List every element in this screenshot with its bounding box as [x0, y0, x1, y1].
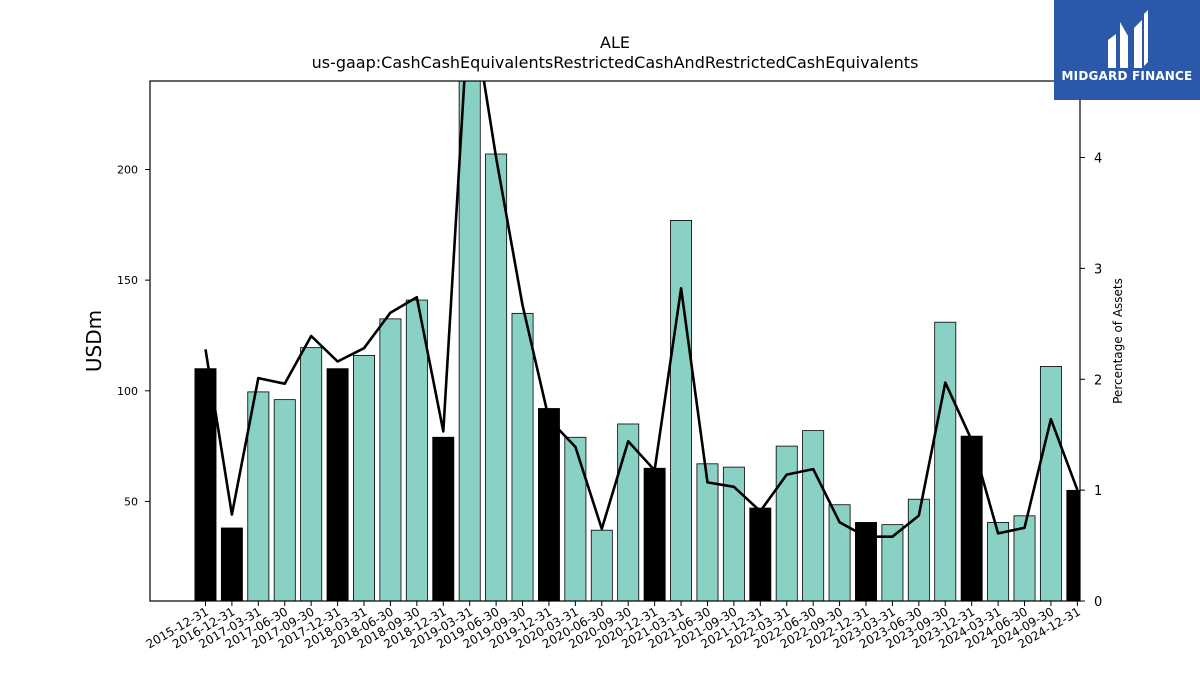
bar-2024-03-31 [987, 522, 1010, 601]
bar-2023-06-30 [907, 498, 930, 601]
bar-2022-09-30 [828, 504, 851, 601]
y-tick-label-100: 100 [117, 385, 138, 398]
bar-2020-06-30 [590, 529, 613, 601]
bar-2019-09-30 [511, 312, 534, 601]
bar-2023-09-30 [934, 321, 957, 601]
y2-tick-label-0: 0 [1094, 595, 1102, 610]
y2-tick-label-1: 1 [1094, 484, 1102, 499]
midgard-logo-icon [1108, 10, 1148, 68]
bar-2023-12-31 [960, 435, 983, 601]
brand-logo: MIDGARD FINANCE [1054, 0, 1200, 100]
y-tick-label-200: 200 [117, 164, 138, 177]
bar-2017-09-30 [300, 347, 323, 601]
bar-2020-12-31 [643, 467, 666, 601]
bar-2021-12-31 [749, 507, 772, 601]
plot-area [194, 81, 1080, 601]
y-tick-label-50: 50 [124, 495, 138, 508]
bar-2016-12-31 [220, 527, 243, 601]
bar-2019-12-31 [537, 408, 560, 601]
bar-2018-09-30 [405, 299, 428, 601]
bar-2015-12-31 [194, 368, 217, 601]
bar-2022-03-31 [775, 445, 798, 601]
bar-2022-06-30 [802, 430, 825, 601]
bar-2017-03-31 [247, 391, 270, 601]
bar-2018-06-30 [379, 318, 402, 601]
bar-2018-12-31 [432, 436, 455, 601]
y2-tick-label-2: 2 [1094, 373, 1102, 388]
bar-2020-09-30 [617, 423, 640, 601]
bar-2017-12-31 [326, 368, 349, 601]
y-axis-label: USDm [82, 310, 106, 372]
y2-tick-label-4: 4 [1094, 152, 1102, 167]
brand-logo-text: MIDGARD FINANCE [1061, 69, 1193, 83]
bar-2022-12-31 [855, 522, 877, 601]
bar-2024-06-30 [1013, 515, 1036, 601]
plot-frame [149, 80, 1081, 602]
y-tick-label-150: 150 [117, 274, 138, 287]
bar-2020-03-31 [564, 436, 587, 601]
chart-subtitle: us-gaap:CashCashEquivalentsRestrictedCas… [312, 53, 919, 72]
y2-axis-label: Percentage of Assets [1111, 278, 1125, 404]
bar-2021-03-31 [670, 220, 693, 601]
y2-tick-label-3: 3 [1094, 262, 1102, 277]
bar-2021-09-30 [722, 466, 745, 601]
bar-2019-06-30 [485, 153, 508, 601]
percentage-line [204, 81, 1079, 539]
bar-2017-06-30 [273, 399, 296, 601]
bar-2024-12-31 [1066, 489, 1080, 601]
bar-2018-03-31 [353, 354, 375, 601]
bar-2024-09-30 [1039, 366, 1062, 601]
chart-title: ALE [600, 33, 630, 52]
bar-2019-03-31 [458, 81, 481, 601]
